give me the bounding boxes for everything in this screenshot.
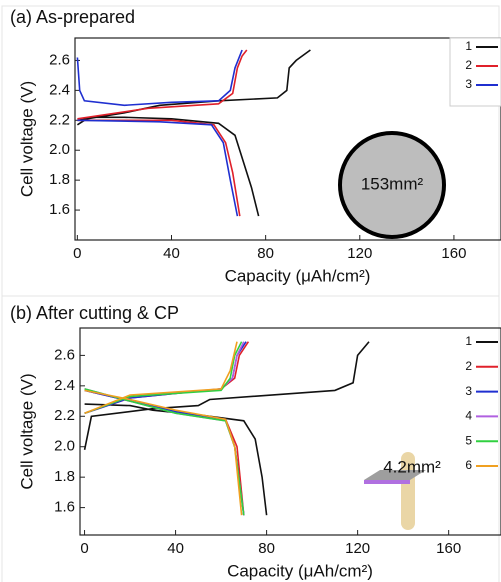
sample-slab-side [364,480,410,484]
x-tick-label: 80 [257,245,274,262]
data-line [84,341,245,516]
legend-label: 4 [465,409,472,423]
inset-label: 4.2mm² [383,457,441,476]
x-tick-label: 160 [436,540,461,557]
data-line [84,341,245,516]
legend-box [449,37,501,107]
inset-label: 153mm² [361,174,424,193]
x-tick-label: 120 [347,245,372,262]
y-tick-label: 1.8 [49,171,70,188]
x-axis-label: Capacity (μAh/cm²) [225,266,371,285]
y-tick-label: 2.2 [54,407,75,424]
y-tick-label: 2.0 [54,438,75,455]
y-tick-label: 2.4 [54,377,75,394]
sample-slab-top [364,470,426,480]
y-tick-label: 2.2 [49,111,70,128]
y-tick-label: 1.6 [54,499,75,516]
data-line [83,341,370,516]
legend-label: 1 [465,334,472,348]
y-axis-label: Cell voltage (V) [17,373,36,489]
data-line [84,341,250,516]
plot-frame [79,327,501,536]
x-tick-label: 0 [73,245,81,262]
x-axis-label: Capacity (μAh/cm²) [227,561,373,580]
plot-frame [74,37,501,241]
data-line [76,49,243,217]
data-line [76,49,311,217]
y-tick-label: 1.6 [49,201,70,218]
sample-disc [338,131,446,239]
legend-label: 6 [465,458,472,472]
legend-label: 2 [465,58,472,72]
data-line [84,341,247,516]
x-tick-label: 160 [441,245,466,262]
legend-label: 2 [465,359,472,373]
legend-label: 3 [465,384,472,398]
legend-label: 3 [465,77,472,91]
y-tick-label: 2.6 [54,346,75,363]
data-line [77,49,248,217]
y-tick-label: 2.0 [49,141,70,158]
x-tick-label: 0 [80,540,88,557]
y-tick-label: 2.6 [49,51,70,68]
panel-title: (a) As-prepared [10,7,135,27]
y-tick-label: 1.8 [54,468,75,485]
x-tick-label: 80 [258,540,275,557]
x-tick-label: 120 [345,540,370,557]
x-tick-label: 40 [163,245,180,262]
data-line [84,341,243,516]
x-tick-label: 40 [167,540,184,557]
legend-label: 5 [465,433,472,447]
y-tick-label: 2.4 [49,81,70,98]
legend-label: 1 [465,39,472,53]
y-axis-label: Cell voltage (V) [17,81,36,197]
panel-frame [1,295,500,582]
panel-title: (b) After cutting & CP [10,303,179,323]
